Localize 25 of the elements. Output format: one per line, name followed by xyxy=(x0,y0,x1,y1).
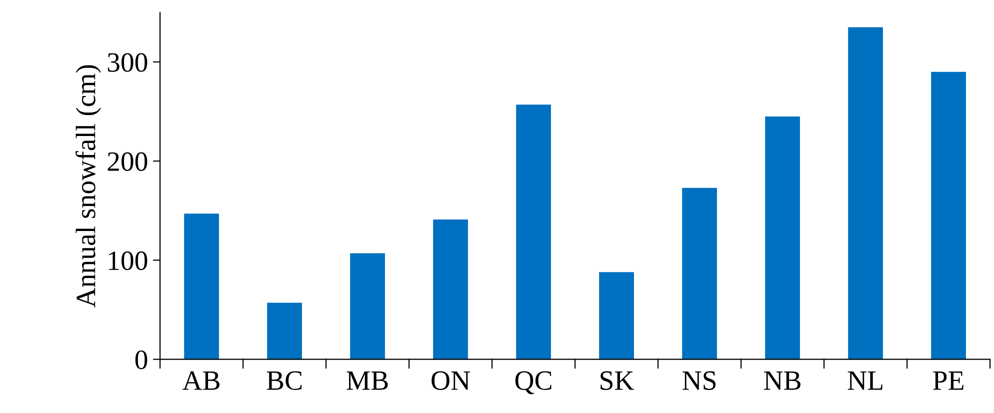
bar xyxy=(350,253,385,360)
y-axis-title: Annual snowfall (cm) xyxy=(76,65,102,308)
bar xyxy=(267,302,302,360)
x-tick-label: PE xyxy=(933,372,964,390)
bar xyxy=(433,220,468,360)
bar xyxy=(184,214,219,360)
x-tick-label: SK xyxy=(600,371,634,390)
bar xyxy=(682,188,717,360)
x-tick-label: AB xyxy=(182,371,220,390)
bar xyxy=(765,116,800,360)
y-tick-label: 300 xyxy=(108,53,148,72)
bar xyxy=(516,104,551,360)
x-tick-label: NL xyxy=(848,372,882,390)
x-tick-label: QC xyxy=(515,371,552,394)
x-tick-label: ON xyxy=(432,371,470,390)
y-tick-label: 100 xyxy=(109,251,148,270)
x-tick-label: MB xyxy=(346,372,388,390)
bar xyxy=(848,27,883,360)
bar xyxy=(599,272,634,360)
bar xyxy=(931,72,966,360)
y-tick-label: 200 xyxy=(108,152,148,171)
x-tick-label: NS xyxy=(682,371,716,390)
y-tick-label: 0 xyxy=(135,350,148,370)
x-tick-label: NB xyxy=(764,372,800,390)
x-tick-label: BC xyxy=(266,371,302,390)
